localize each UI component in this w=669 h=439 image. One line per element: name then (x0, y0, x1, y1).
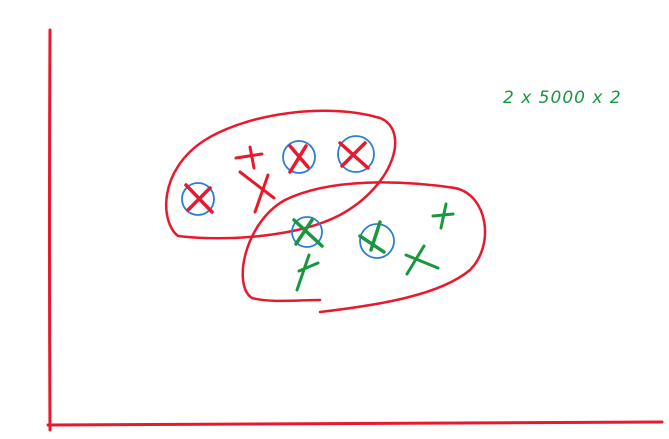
class-b-point (291, 216, 324, 248)
cluster-a-outline (164, 109, 397, 240)
cross-mark (295, 253, 320, 292)
selection-circle (181, 182, 215, 216)
selection-circle (291, 216, 323, 248)
class-a-point (337, 135, 375, 173)
cross-mark (292, 218, 324, 248)
cross-mark (238, 170, 276, 214)
cross-mark (288, 144, 310, 174)
cross-mark (338, 141, 370, 170)
dimension-annotation: 2 x 5000 x 2 (503, 88, 622, 108)
selection-circle (282, 140, 316, 174)
selection-circle (359, 223, 395, 259)
class-b-point (295, 253, 320, 292)
cross-mark (404, 244, 440, 276)
cross-mark (184, 183, 214, 214)
class-a-point (282, 140, 316, 174)
class-a-point (234, 145, 264, 170)
class-a-point (238, 170, 276, 214)
class-a-point (181, 182, 215, 216)
cross-mark (234, 145, 264, 170)
x-axis (46, 420, 664, 427)
class-b-point (404, 244, 440, 276)
class-b-point (358, 220, 395, 259)
class-b-point (431, 202, 455, 230)
y-axis (48, 28, 52, 432)
cross-mark (358, 220, 386, 254)
cluster-b-outline (241, 181, 487, 314)
cross-mark (431, 202, 455, 230)
selection-circle (337, 135, 375, 173)
